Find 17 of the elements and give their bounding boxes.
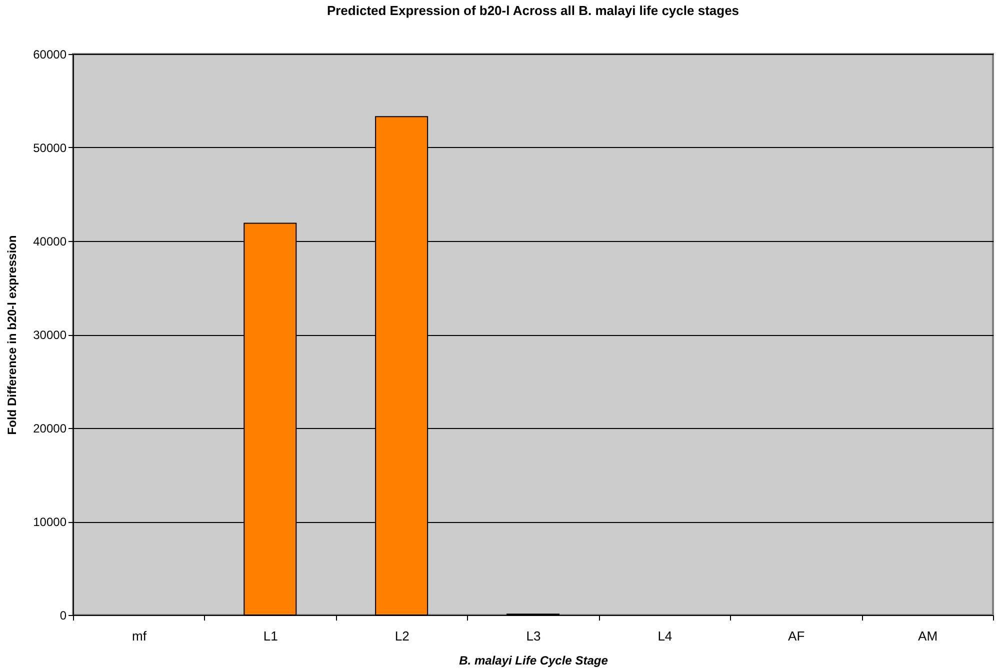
x-tick-label: L1	[263, 628, 278, 644]
y-tick-label: 10000	[33, 515, 67, 529]
chart-title: Predicted Expression of b20-l Across all B. malayi life cycle stages	[326, 3, 740, 18]
x-tick-label: L2	[394, 628, 410, 644]
y-tick-label: 20000	[33, 422, 67, 436]
y-tick-label: 50000	[33, 141, 67, 155]
x-axis-title: B. malayi Life Cycle Stage	[459, 654, 608, 668]
x-tick-label: AM	[918, 628, 938, 644]
y-tick-label: 0	[60, 608, 67, 622]
x-tick-label: mf	[132, 628, 147, 644]
x-tick-label: L4	[658, 628, 672, 644]
y-tick-label: 60000	[33, 48, 67, 62]
y-axis-title: Fold Difference in b20-l expression	[5, 235, 20, 435]
y-tick-label: 40000	[33, 234, 67, 248]
x-tick-label: AF	[788, 628, 805, 644]
y-tick-label: 30000	[33, 328, 67, 342]
x-tick-label: L3	[526, 628, 541, 644]
